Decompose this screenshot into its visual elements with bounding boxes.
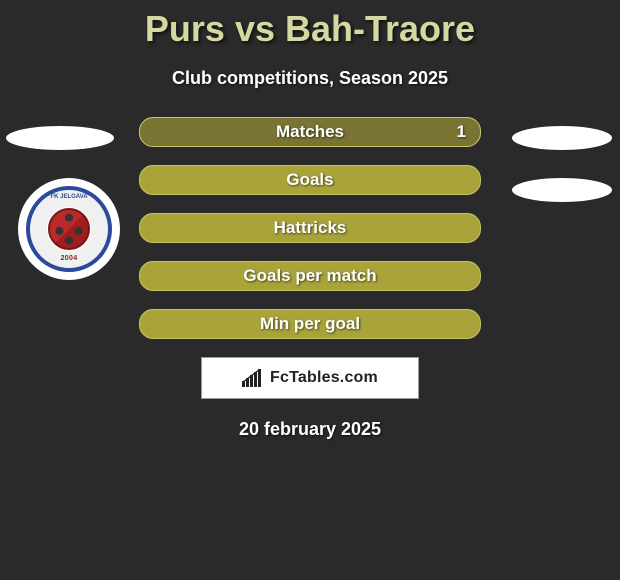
stat-row: Matches 1 bbox=[139, 117, 481, 147]
stat-label: Goals bbox=[286, 170, 333, 190]
stat-row: Goals per match bbox=[139, 261, 481, 291]
comparison-card: Purs vs Bah-Traore Club competitions, Se… bbox=[0, 0, 620, 580]
page-title: Purs vs Bah-Traore bbox=[0, 0, 620, 50]
stat-value-right: 1 bbox=[457, 122, 466, 142]
brand-label: FcTables.com bbox=[270, 369, 378, 387]
stat-label: Goals per match bbox=[243, 266, 376, 286]
stats-list: Matches 1 Goals Hattricks Goals per match Min… bbox=[0, 117, 620, 339]
snapshot-date: 20 february 2025 bbox=[0, 419, 620, 440]
stat-row: Min per goal bbox=[139, 309, 481, 339]
stat-label: Matches bbox=[276, 122, 344, 142]
stat-label: Min per goal bbox=[260, 314, 360, 334]
bar-chart-icon bbox=[242, 369, 264, 387]
page-subtitle: Club competitions, Season 2025 bbox=[0, 68, 620, 89]
brand-box: FcTables.com bbox=[201, 357, 419, 399]
stat-row: Goals bbox=[139, 165, 481, 195]
stat-row: Hattricks bbox=[139, 213, 481, 243]
stat-label: Hattricks bbox=[274, 218, 347, 238]
